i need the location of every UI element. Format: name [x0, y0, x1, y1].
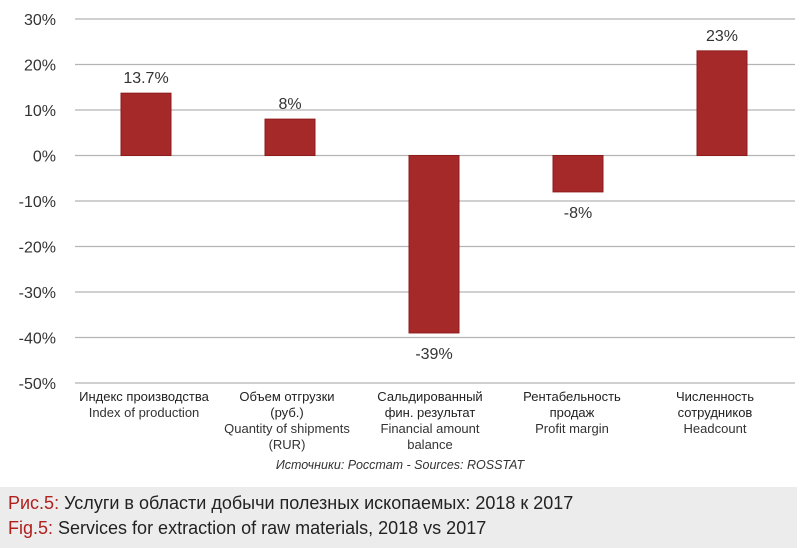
category-label-en: Financial amount balance [380, 421, 480, 452]
data-label: -39% [415, 346, 452, 363]
caption-ru-text: Услуги в области добычи полезных ископае… [59, 493, 574, 513]
category-label: Сальдированный фин. результат Financial a… [365, 389, 495, 453]
category-label-ru: Рентабельность продаж [523, 389, 621, 420]
y-tick-label: -20% [19, 240, 56, 257]
category-label: Рентабельность продаж Profit margin [512, 389, 632, 437]
data-label: 23% [706, 28, 738, 45]
data-label: -8% [564, 205, 592, 222]
caption-ru-label: Рис.5: [8, 493, 60, 513]
y-tick-label: 0% [33, 149, 56, 166]
bar [552, 155, 604, 193]
caption-en-text: Services for extraction of raw materials… [53, 518, 487, 538]
bar [696, 50, 748, 156]
y-tick-label: 20% [24, 58, 56, 75]
category-label-ru: Индекс производства [79, 389, 209, 404]
y-tick-label: 10% [24, 103, 56, 120]
caption-en: Fig.5: Services for extraction of raw ma… [8, 518, 486, 539]
bar-chart: 30% 20% 10% 0% -10% -20% -30% -40% -50% 13.7% 8% -3… [19, 12, 795, 393]
category-label-ru: Сальдированный фин. результат [377, 389, 483, 420]
data-label: 8% [278, 96, 301, 113]
bar [120, 92, 172, 156]
data-label: 13.7% [123, 70, 168, 87]
figure-caption: Рис.5: Услуги в области добычи полезных … [0, 487, 797, 548]
category-label: Объем отгрузки (руб.) Quantity of shipmen… [222, 389, 352, 453]
y-tick-label: -40% [19, 331, 56, 348]
source-note: Источники: Росстат - Sources: ROSSTAT [275, 458, 525, 472]
y-tick-label: -30% [19, 285, 56, 302]
category-label: Индекс производства Index of production [69, 389, 219, 421]
y-tick-label: -50% [19, 376, 56, 393]
category-label-ru: Численность сотрудников [675, 389, 755, 420]
category-label-ru: Объем отгрузки (руб.) [239, 389, 335, 420]
category-label-en: Profit margin [535, 421, 609, 436]
category-label-en: Headcount [683, 421, 747, 436]
bar [264, 118, 316, 156]
y-tick-label: 30% [24, 12, 56, 29]
category-label-en: Quantity of shipments (RUR) [224, 421, 350, 452]
caption-en-label: Fig.5: [8, 518, 54, 538]
category-label-en: Index of production [88, 405, 200, 420]
bar [408, 155, 460, 334]
y-tick-label: -10% [19, 194, 56, 211]
caption-ru: Рис.5: Услуги в области добычи полезных … [8, 493, 573, 514]
category-label: Численность сотрудников Headcount [660, 389, 770, 437]
